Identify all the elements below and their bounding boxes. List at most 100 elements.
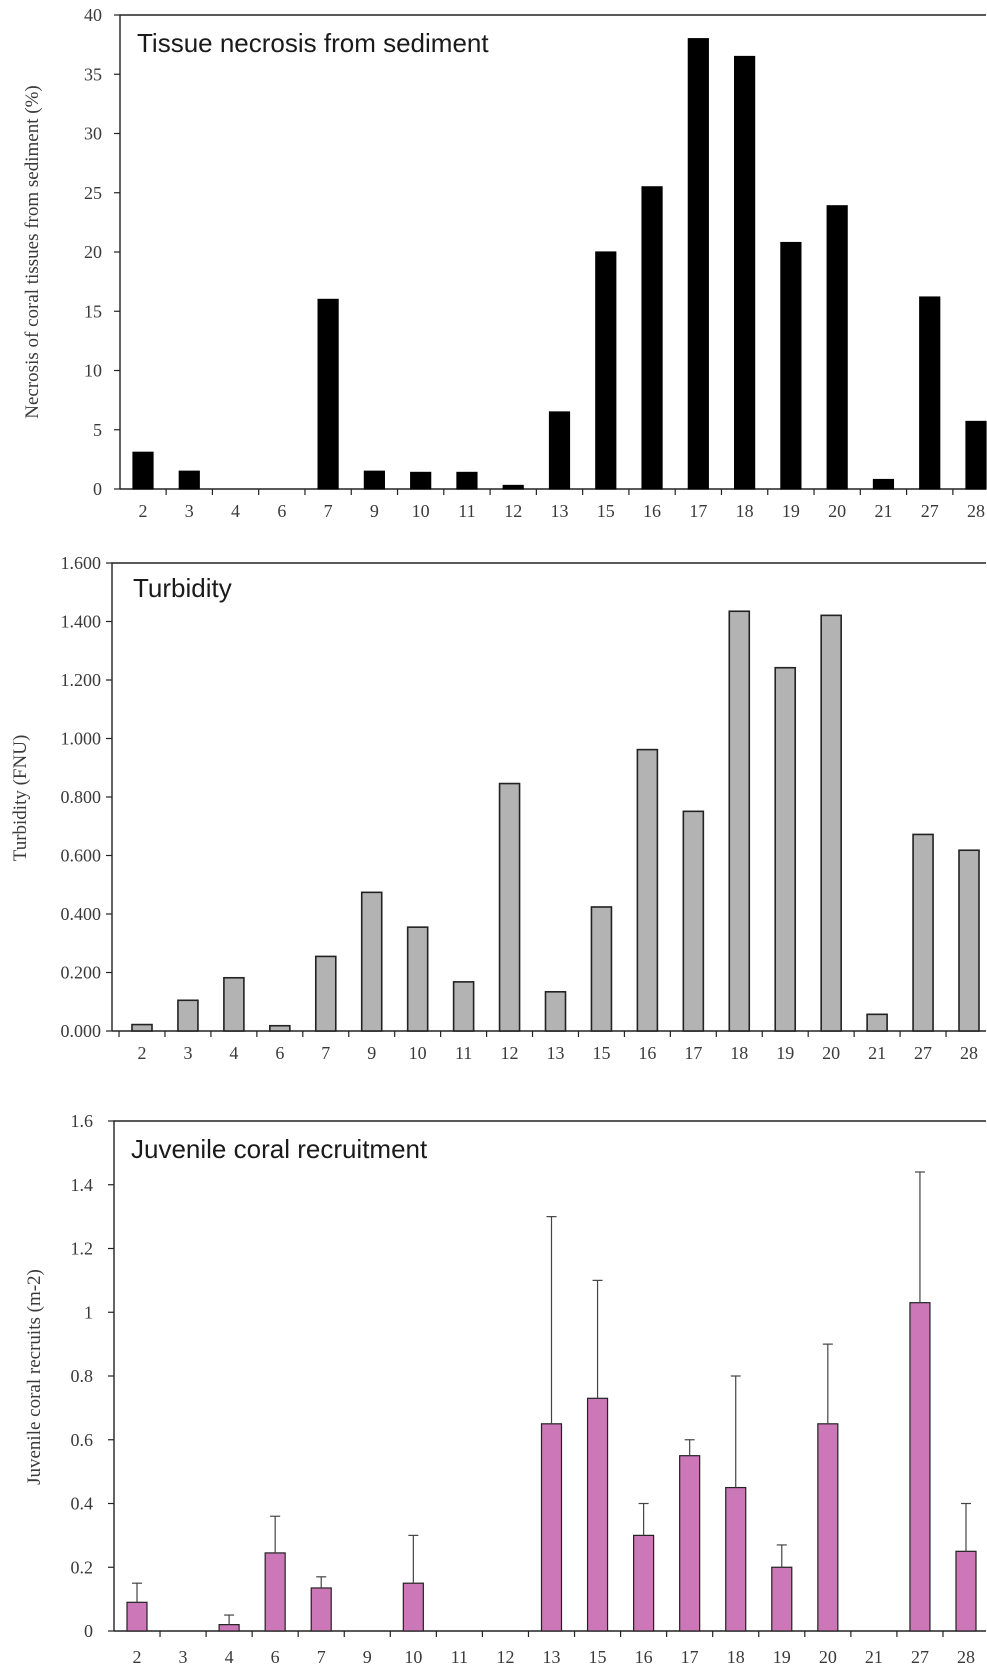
x-tick-label: 15 [597,501,615,521]
plot-frame [111,562,986,1031]
x-tick-label: 2 [133,1647,142,1667]
x-tick-label: 19 [773,1647,791,1667]
bar-13 [548,411,571,490]
bar-19 [780,241,802,490]
y-tick-label: 1.4 [71,1175,94,1195]
bar-15 [595,251,617,490]
x-tick-label: 17 [681,1647,699,1667]
y-tick-label: 35 [84,64,102,84]
x-tick-label: 18 [730,1043,748,1063]
y-tick-label: 1.200 [61,670,102,690]
y-tick-label: 1.000 [61,729,102,749]
x-tick-label: 15 [592,1043,610,1063]
x-tick-label: 13 [547,1043,565,1063]
x-tick-label: 4 [231,501,240,521]
x-tick-label: 7 [324,501,333,521]
y-axis-label: Necrosis of coral tissues from sediment … [22,85,43,418]
x-tick-label: 13 [551,501,569,521]
x-tick-label: 21 [865,1647,883,1667]
bar-18 [734,55,756,490]
x-tick-label: 18 [736,501,754,521]
bar-9 [360,891,383,1032]
x-tick-label: 16 [635,1647,653,1667]
y-axis-label: Juvenile coral recruits (m-2) [24,1269,45,1485]
y-tick-label: 0.6 [71,1430,94,1450]
bar-3 [178,470,200,490]
y-tick-label: 0.200 [61,963,102,983]
bar-7 [310,1587,332,1632]
x-tick-label: 6 [271,1647,280,1667]
bar-17 [682,810,705,1032]
x-tick-label: 28 [957,1647,975,1667]
x-tick-label: 12 [504,501,522,521]
x-tick-label: 9 [370,501,379,521]
bar-13 [540,1423,563,1632]
x-tick-label: 10 [404,1647,422,1667]
bar-18 [728,610,751,1032]
y-tick-label: 0.800 [61,787,102,807]
x-tick-label: 17 [684,1043,702,1063]
bar-12 [502,484,524,490]
bar-11 [456,471,478,490]
y-axis-label: Turbidity (FNU) [10,735,31,862]
bar-27 [909,1302,931,1632]
bar-4 [223,976,245,1032]
x-tick-label: 27 [921,501,939,521]
bar-21 [872,478,895,490]
bar-28 [958,849,980,1032]
x-tick-label: 9 [367,1043,376,1063]
x-tick-label: 10 [409,1043,427,1063]
y-tick-label: 0.2 [71,1557,94,1577]
recruitment-chart: 0 0.2 0.4 0.6 0.8 1 1.2 1.4 1.6 2 3 4 6 7 9 10 11 12 13 15 1… [24,1111,986,1667]
x-tick-label: 28 [960,1043,978,1063]
panel-title: Tissue necrosis from sediment [137,28,489,58]
bar-10 [406,926,429,1032]
turbidity-chart: 0.000 0.200 0.400 0.600 0.800 1.000 1.200 1.400… [10,553,986,1063]
y-tick-label: 25 [84,183,102,203]
y-tick-label: 1.2 [71,1239,94,1259]
panel-title: Turbidity [133,573,232,603]
x-tick-label: 9 [363,1647,372,1667]
x-tick-label: 4 [229,1043,238,1063]
y-tick-label: 1.600 [61,553,102,573]
y-tick-label: 0.8 [71,1366,94,1386]
x-tick-label: 10 [412,501,430,521]
bar-7 [317,298,339,490]
bar-28 [965,420,987,490]
y-tick-label: 0 [93,479,102,499]
bar-15 [590,906,613,1032]
bar-4 [218,1624,240,1632]
x-tick-label: 6 [277,501,286,521]
y-tick-label: 0 [84,1621,93,1641]
y-tick-label: 0.000 [61,1021,102,1041]
x-tick-label: 7 [321,1043,330,1063]
y-tick-label: 1.400 [61,612,102,632]
bar-27 [912,833,934,1032]
bar-17 [679,1455,701,1632]
bar-16 [641,186,663,490]
bar-9 [363,470,385,490]
bar-16 [633,1534,655,1632]
bar-13 [544,991,567,1032]
necrosis-chart: 0 5 10 15 20 25 30 35 40 2 3 4 6 7 9 10 11 12 13 15 16 17 18 19… [22,5,987,521]
x-tick-label: 27 [911,1647,929,1667]
bar-2 [126,1601,148,1632]
y-tick-label: 40 [84,5,102,25]
bar-18 [725,1486,747,1632]
x-tick-label: 19 [782,501,800,521]
bar-12 [498,782,521,1032]
y-tick-label: 0.600 [61,846,102,866]
x-tick-label: 4 [225,1647,234,1667]
x-tick-label: 2 [138,1043,147,1063]
y-tick-label: 20 [84,242,102,262]
bar-27 [919,296,941,490]
bar-19 [774,666,797,1032]
bar-10 [402,1582,424,1632]
bar-20 [826,205,848,490]
y-tick-label: 15 [84,301,102,321]
y-tick-label: 1.6 [71,1111,94,1131]
x-tick-label: 19 [776,1043,794,1063]
bar-15 [586,1397,609,1632]
y-tick-label: 5 [93,420,102,440]
bar-21 [866,1013,888,1032]
